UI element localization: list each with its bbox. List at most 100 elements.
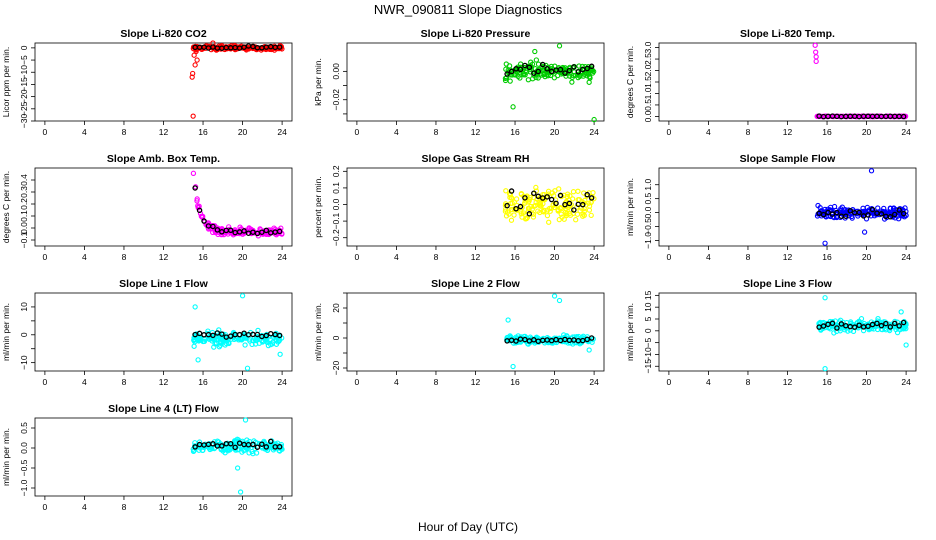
data-point xyxy=(504,202,510,209)
x-tick-label: 20 xyxy=(862,377,872,387)
data-point xyxy=(548,205,555,212)
plot-frame xyxy=(658,167,917,247)
data-point xyxy=(588,335,595,341)
data-point xyxy=(196,439,203,445)
data-point xyxy=(227,227,234,234)
data-point xyxy=(825,209,831,216)
data-point xyxy=(586,347,592,353)
y-tick-label: −0.2 xyxy=(331,229,341,246)
y-tick-label: 0.5 xyxy=(643,192,653,204)
plot-frame xyxy=(34,42,293,122)
data-point xyxy=(822,295,828,301)
data-point xyxy=(250,441,256,448)
data-point xyxy=(591,116,597,123)
data-point xyxy=(518,191,525,197)
y-tick-label: −5 xyxy=(643,338,653,348)
data-point xyxy=(533,199,539,206)
data-point xyxy=(276,444,283,450)
x-tick-label: 8 xyxy=(434,252,439,262)
data-point xyxy=(813,58,819,65)
data-point xyxy=(196,330,203,337)
data-point xyxy=(813,54,819,60)
x-tick-label: 8 xyxy=(746,252,751,262)
x-tick-label: 8 xyxy=(434,377,439,387)
y-tick-label: 1.0 xyxy=(643,179,653,191)
x-tick-label: 12 xyxy=(159,502,169,512)
data-point xyxy=(900,210,907,217)
data-point xyxy=(232,444,238,451)
data-point xyxy=(508,68,515,75)
x-tick-label: 0 xyxy=(43,127,48,137)
data-point xyxy=(263,332,270,339)
data-point xyxy=(542,73,548,80)
data-point xyxy=(259,441,265,447)
data-point xyxy=(892,318,898,325)
data-point xyxy=(861,229,868,235)
x-tick-label: 0 xyxy=(43,252,48,262)
data-point xyxy=(854,113,860,120)
data-point xyxy=(901,325,908,331)
x-tick-label: 20 xyxy=(238,377,248,387)
panel-2: Slope Li-820 Pressure kPa per min. 0 4 8 12 16… xyxy=(313,28,605,137)
data-point xyxy=(210,441,216,447)
data-point xyxy=(194,196,200,202)
data-point xyxy=(829,320,836,327)
data-point xyxy=(878,322,885,329)
data-point xyxy=(533,74,539,81)
data-point xyxy=(209,338,215,344)
data-point xyxy=(510,104,516,110)
x-tick-label: 12 xyxy=(783,252,793,262)
data-point xyxy=(250,331,256,338)
data-point xyxy=(531,70,537,76)
x-tick-label: 16 xyxy=(198,377,208,387)
y-tick-label: 0 xyxy=(331,335,341,340)
data-point xyxy=(513,338,519,344)
data-point xyxy=(510,363,516,370)
y-tick-label: −5 xyxy=(19,55,29,65)
data-point xyxy=(829,211,836,217)
x-tick-label: 8 xyxy=(122,502,127,512)
data-point xyxy=(896,216,902,222)
data-point xyxy=(557,205,563,212)
x-tick-label: 20 xyxy=(550,127,560,137)
data-point xyxy=(192,62,198,68)
data-point xyxy=(267,438,274,445)
data-point xyxy=(580,213,586,219)
x-tick-label: 12 xyxy=(159,377,169,387)
data-point xyxy=(190,170,197,176)
x-tick-label: 0 xyxy=(667,127,672,137)
data-point xyxy=(227,333,234,339)
panel-title: Slope Amb. Box Temp. xyxy=(107,153,220,165)
x-tick-label: 4 xyxy=(706,252,711,262)
data-point xyxy=(508,217,515,223)
panel-7: Slope Line 1 Flow ml/min per min. 0 4 8 12 16 2… xyxy=(1,278,293,387)
data-point xyxy=(577,208,583,214)
x-tick-label: 8 xyxy=(746,127,751,137)
panel-title: Slope Li-820 CO2 xyxy=(120,28,207,40)
data-point xyxy=(547,208,553,214)
data-point xyxy=(856,209,862,216)
data-point xyxy=(242,417,249,423)
data-point xyxy=(556,216,562,223)
x-tick-label: 24 xyxy=(901,127,911,137)
data-point xyxy=(525,205,532,211)
y-tick-label: −1.0 xyxy=(19,479,29,496)
data-point xyxy=(812,42,818,48)
y-tick-label: 10 xyxy=(19,302,29,312)
data-point xyxy=(194,198,200,204)
data-point xyxy=(586,207,593,213)
x-tick-label: 0 xyxy=(667,252,672,262)
y-tick-label: 0.5 xyxy=(643,99,653,111)
data-point xyxy=(575,188,581,194)
data-point xyxy=(254,444,261,450)
y-tick-label: 0.2 xyxy=(19,198,29,210)
data-point xyxy=(263,444,270,450)
data-point xyxy=(820,323,827,329)
data-point xyxy=(843,213,849,219)
data-point xyxy=(570,189,577,195)
data-point xyxy=(520,210,527,216)
x-tick-label: 12 xyxy=(783,127,793,137)
data-point xyxy=(865,209,871,215)
panel-title: Slope Sample Flow xyxy=(740,153,837,165)
